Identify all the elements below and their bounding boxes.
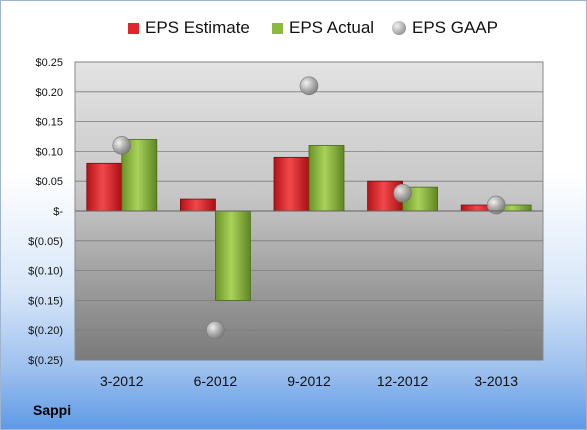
y-tick-label: $(0.25)	[28, 355, 63, 367]
marker-gaap	[393, 183, 412, 203]
x-tick-label: 6-2012	[194, 373, 238, 389]
x-tick-label: 3-2012	[100, 373, 144, 389]
bar-actual	[308, 145, 345, 212]
legend-swatch-estimate	[128, 22, 139, 34]
legend-label-actual: EPS Actual	[289, 18, 375, 37]
bar-estimate	[273, 156, 310, 212]
legend-item-actual: EPS Actual	[272, 14, 374, 42]
marker-gaap	[206, 320, 225, 340]
y-tick-label: $0.10	[35, 146, 63, 158]
bar-actual	[214, 210, 251, 301]
legend-label-gaap: EPS GAAP	[412, 18, 498, 37]
y-tick-label: $(0.10)	[28, 266, 63, 278]
y-tick-label: $(0.15)	[28, 295, 63, 307]
legend-item-estimate: EPS Estimate	[128, 14, 250, 42]
y-tick-label: $-	[53, 206, 63, 218]
marker-gaap	[486, 195, 506, 215]
company-name: Sappi	[33, 402, 72, 418]
x-tick-label: 9-2012	[287, 373, 331, 389]
legend-marker-gaap	[392, 21, 406, 35]
legend-label-estimate: EPS Estimate	[145, 18, 250, 37]
y-tick-label: $(0.20)	[28, 325, 63, 337]
marker-gaap	[112, 136, 132, 155]
y-tick-label: $0.20	[35, 87, 63, 99]
bar-estimate	[86, 162, 123, 212]
bar-estimate	[179, 198, 216, 212]
y-tick-label: $0.15	[35, 117, 63, 129]
y-tick-label: $(0.05)	[28, 236, 63, 248]
legend-item-gaap: EPS GAAP	[392, 14, 498, 42]
y-tick-label: $0.05	[35, 176, 63, 188]
legend: EPS Estimate EPS Actual EPS GAAP	[0, 14, 587, 42]
x-tick-label: 3-2013	[474, 373, 518, 389]
marker-gaap	[299, 76, 319, 96]
legend-swatch-actual	[272, 22, 283, 34]
y-tick-label: $0.25	[35, 57, 63, 69]
x-tick-label: 12-2012	[377, 373, 429, 389]
